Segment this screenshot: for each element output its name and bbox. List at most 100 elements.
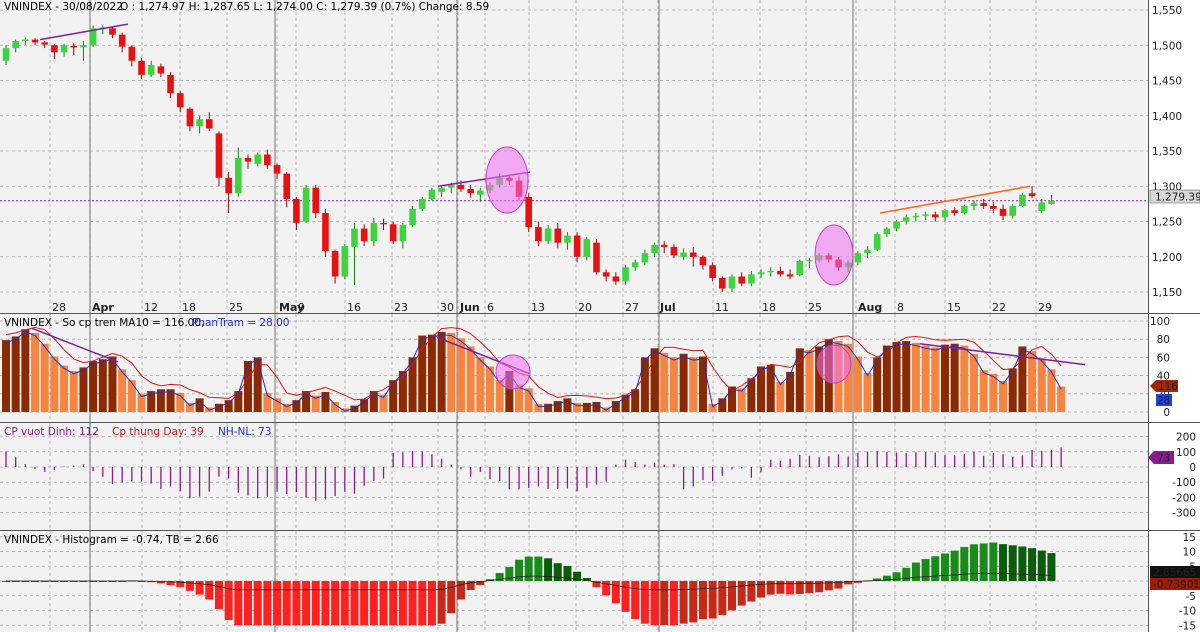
candle: [428, 189, 436, 199]
histogram-bar: [486, 579, 494, 581]
histogram-bar: [253, 581, 262, 626]
candle: [205, 119, 213, 129]
histogram-bar: [795, 581, 804, 594]
histogram-bar: [960, 546, 969, 581]
histogram-bar: [40, 581, 49, 582]
histogram-bar: [786, 581, 795, 595]
candle: [331, 251, 339, 277]
histogram-bar: [776, 581, 785, 594]
price-tick-label: 1,450: [1152, 76, 1182, 88]
histogram-bar: [273, 581, 282, 626]
candle: [902, 217, 910, 222]
histogram-bar: [728, 581, 736, 611]
breadth-bar: [224, 400, 233, 412]
histogram-bar: [263, 581, 272, 626]
histogram-bar: [60, 581, 69, 582]
breadth-bar: [757, 366, 766, 412]
breadth-bar: [931, 347, 940, 412]
breadth-bar: [795, 348, 804, 412]
nhnl-badge: 73: [1148, 451, 1174, 465]
candle: [341, 246, 349, 277]
candle: [680, 252, 687, 257]
histogram-bar: [940, 553, 949, 581]
histogram-bar: [602, 581, 611, 596]
histogram-bar: [844, 581, 853, 585]
breadth-bar: [766, 364, 775, 412]
breadth-bar: [137, 393, 146, 412]
breadth-bar: [369, 391, 378, 412]
histogram-tick-label: -5: [1186, 591, 1196, 603]
candle: [777, 270, 784, 275]
histogram-bar: [137, 581, 146, 582]
breadth-bar: [185, 402, 194, 412]
breadth-bar: [408, 357, 417, 412]
candle: [273, 165, 281, 174]
histogram-bar: [718, 581, 727, 615]
histogram-bar: [573, 571, 582, 581]
breadth-bar: [40, 343, 49, 412]
breadth-bar: [292, 400, 301, 412]
histogram-bar: [698, 581, 707, 620]
candle: [612, 276, 620, 282]
ohlc-readout: O : 1,274.97 H: 1,287.65 L: 1,274.00 C: …: [120, 1, 489, 13]
candle: [1048, 200, 1055, 204]
histogram-bar: [427, 581, 436, 626]
histogram-bar: [553, 563, 562, 581]
x-tick-label: 18: [182, 301, 196, 314]
breadth-bar: [747, 378, 756, 412]
candle: [728, 276, 736, 289]
breadth-bar: [515, 384, 524, 412]
candle: [622, 267, 629, 282]
x-tick-label: May: [279, 301, 304, 314]
breadth-bar: [360, 399, 369, 412]
candle: [1019, 194, 1026, 206]
histogram-bar: [89, 581, 98, 582]
breadth-bar: [176, 392, 185, 412]
x-tick-label: 20: [578, 301, 592, 314]
breadth-bar: [553, 401, 562, 412]
candle: [1038, 202, 1046, 211]
breadth-bar: [650, 348, 659, 412]
candle: [719, 277, 726, 289]
breadth-bar: [302, 391, 311, 412]
candle: [980, 203, 987, 206]
candle: [699, 256, 707, 266]
breadth-bar: [989, 373, 998, 412]
histogram-bar: [185, 581, 194, 591]
candle: [235, 158, 242, 194]
histogram-bar: [311, 581, 320, 626]
breadth-tick-label: 60: [1157, 352, 1170, 364]
histogram-bar: [950, 550, 959, 581]
breadth-bar: [640, 357, 649, 412]
histogram-bar: [69, 581, 78, 582]
breadth-bar: [398, 371, 407, 412]
breadth-bar: [437, 331, 446, 412]
candle: [2, 48, 10, 61]
histogram-bar: [350, 581, 359, 626]
breadth-bar: [621, 394, 630, 412]
histogram-bar: [689, 581, 698, 623]
histogram-bar: [98, 581, 107, 582]
histogram-bar: [708, 581, 717, 619]
histogram-bar: [244, 581, 252, 626]
breadth-bar: [902, 341, 911, 412]
candle: [767, 270, 775, 273]
candle: [389, 224, 397, 242]
breadth-bar: [273, 398, 282, 412]
breadth-bar: [805, 350, 814, 412]
x-tick-label: Jul: [659, 301, 676, 314]
x-tick-label: 6: [487, 301, 494, 314]
candle: [186, 108, 194, 127]
histogram-bar: [524, 556, 533, 581]
candle: [922, 214, 929, 216]
histogram-bar: [331, 581, 340, 626]
breadth-bar: [282, 403, 291, 412]
breadth-bar: [89, 361, 98, 412]
x-tick-label: 27: [625, 301, 639, 314]
breadth-bar: [427, 334, 436, 412]
breadth-bar: [544, 403, 553, 412]
breadth-bar: [728, 386, 736, 412]
candle: [409, 208, 416, 226]
breadth-bar: [563, 398, 572, 412]
